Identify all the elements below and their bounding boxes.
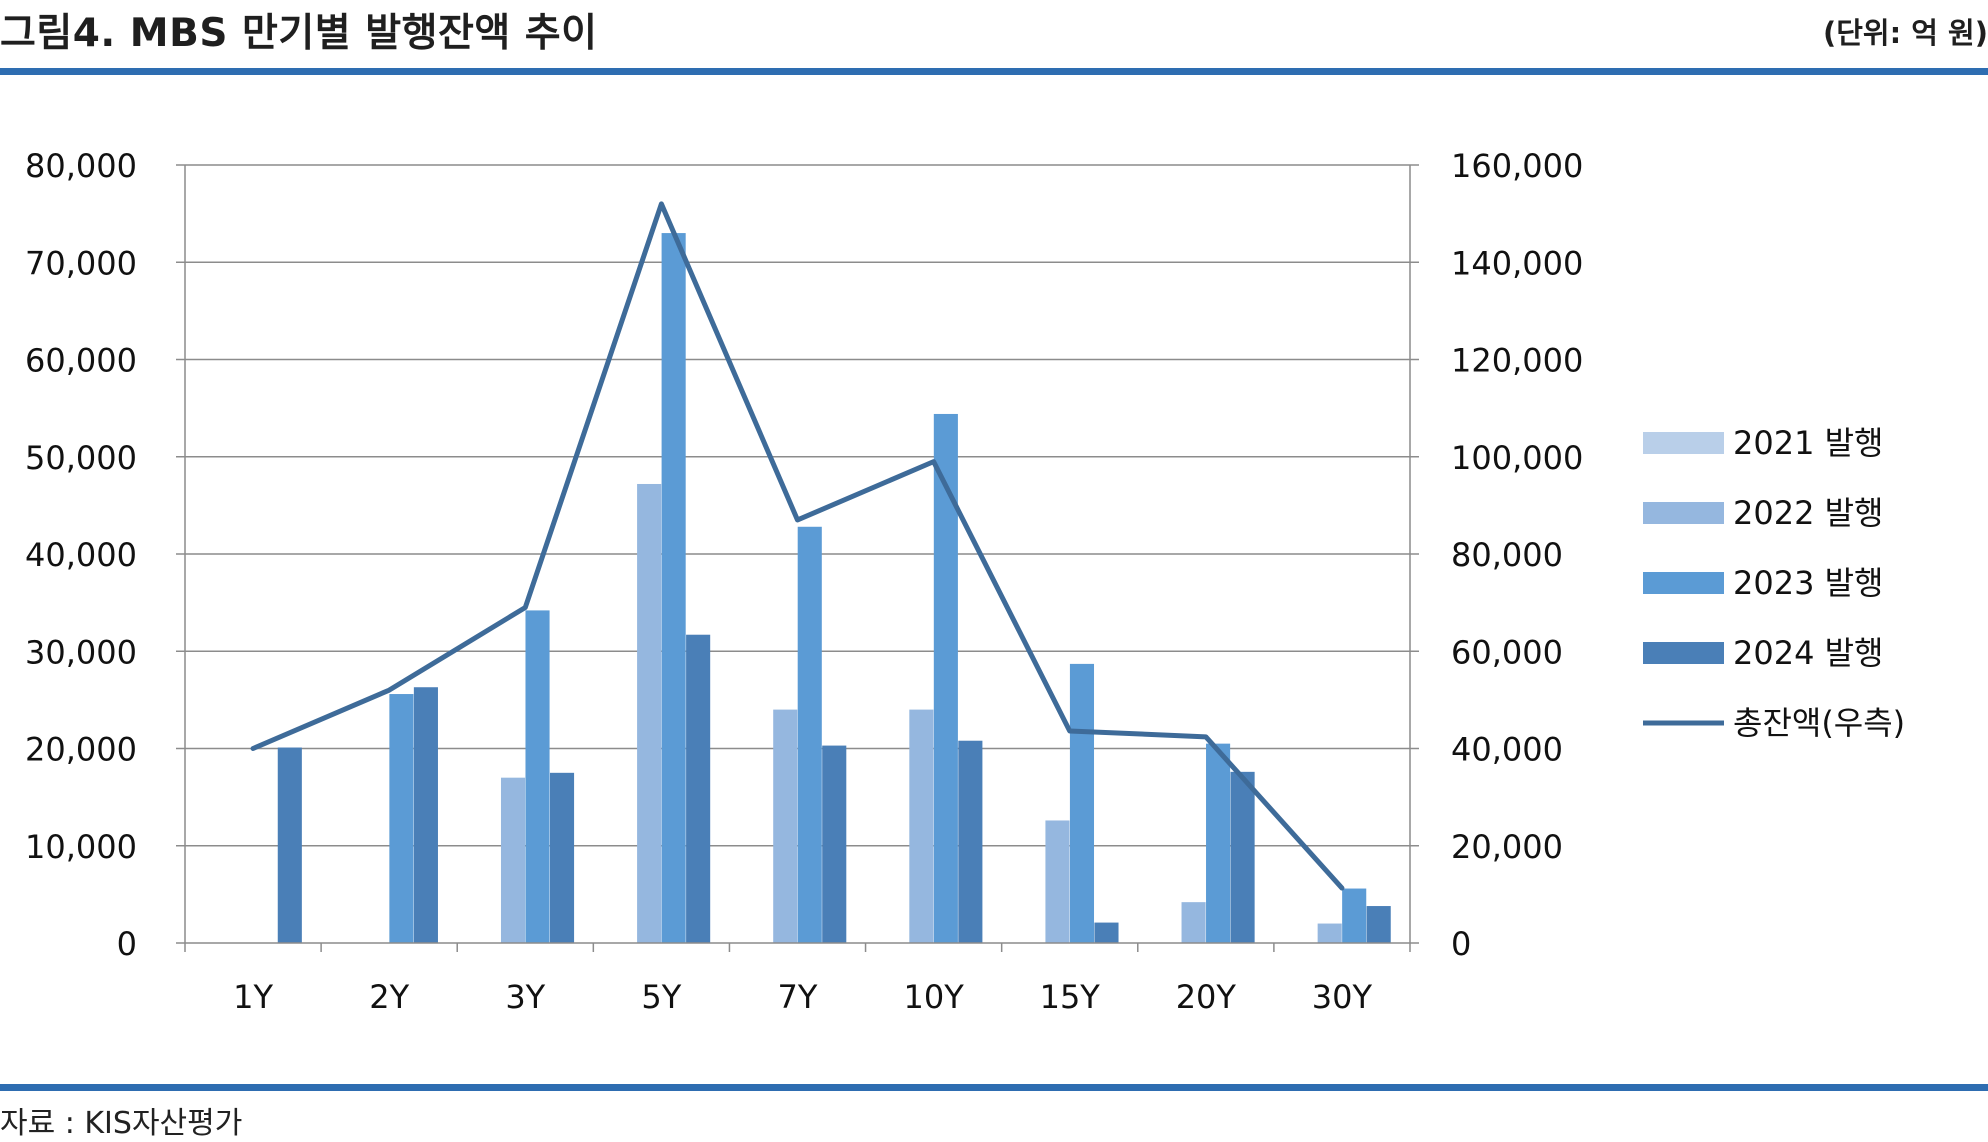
y-left-tick-label: 60,000 xyxy=(25,342,137,380)
y-left-tick-label: 80,000 xyxy=(25,147,137,185)
x-tick-label: 20Y xyxy=(1176,978,1237,1016)
legend-swatch xyxy=(1643,572,1724,594)
y-left-tick-label: 50,000 xyxy=(25,439,137,477)
y-right-tick-label: 20,000 xyxy=(1451,828,1563,866)
y-left-tick-label: 30,000 xyxy=(25,633,137,671)
x-tick-label: 10Y xyxy=(903,978,964,1016)
bar xyxy=(933,413,958,944)
bar xyxy=(661,233,686,943)
bar xyxy=(1094,922,1119,943)
x-tick-label: 2Y xyxy=(369,978,409,1016)
bars xyxy=(277,233,1391,944)
x-tick-label: 15Y xyxy=(1040,978,1101,1016)
x-tick-label: 3Y xyxy=(505,978,545,1016)
bar xyxy=(686,634,711,943)
y-right-tick-label: 160,000 xyxy=(1451,147,1583,185)
legend-swatch xyxy=(1643,502,1724,524)
legend-label: 2021 발행 xyxy=(1733,424,1884,462)
source-note: 자료 : KIS자산평가 xyxy=(0,1106,243,1141)
bar xyxy=(958,740,983,943)
legend-label: 2023 발행 xyxy=(1733,564,1884,602)
y-left-tick-label: 70,000 xyxy=(25,244,137,282)
axes: 0 10,000 20,000 30,000 40,000 50,000 60,000 70,… xyxy=(25,147,1583,1016)
bar xyxy=(637,483,662,943)
grid-lines xyxy=(185,164,1410,847)
bar xyxy=(277,747,302,943)
y-left-tick-label: 0 xyxy=(117,925,137,963)
bar xyxy=(413,687,438,943)
legend-label: 2024 발행 xyxy=(1733,634,1884,672)
bar xyxy=(389,694,414,943)
x-tick-label: 1Y xyxy=(233,978,273,1016)
y-right-tick-label: 140,000 xyxy=(1451,244,1583,282)
bar xyxy=(500,777,526,943)
bar xyxy=(773,709,798,943)
series-line-total xyxy=(250,201,1345,891)
legend-swatch xyxy=(1643,432,1724,454)
bar xyxy=(1206,743,1231,943)
bar xyxy=(1366,906,1391,943)
bar xyxy=(549,772,575,943)
unit-label: (단위: 억 원) xyxy=(1822,16,1988,50)
x-tick-label: 7Y xyxy=(778,978,818,1016)
top-rule xyxy=(0,68,1988,75)
y-left-tick-label: 10,000 xyxy=(25,828,137,866)
bar xyxy=(1181,902,1206,943)
y-right-tick-label: 120,000 xyxy=(1451,342,1583,380)
y-right-tick-label: 100,000 xyxy=(1451,439,1583,477)
bar xyxy=(822,745,847,943)
y-left-tick-label: 40,000 xyxy=(25,536,137,574)
bar xyxy=(1342,888,1367,943)
x-tick-label: 30Y xyxy=(1312,978,1373,1016)
total-line xyxy=(250,201,1345,891)
legend-label: 2022 발행 xyxy=(1733,494,1884,532)
bar xyxy=(1230,771,1255,943)
legend-swatch xyxy=(1643,642,1724,664)
bar xyxy=(1317,923,1342,943)
bar xyxy=(797,526,822,943)
legend-label: 총잔액(우측) xyxy=(1733,704,1905,742)
y-right-tick-label: 60,000 xyxy=(1451,633,1563,671)
bottom-rule xyxy=(0,1084,1988,1091)
y-right-tick-label: 0 xyxy=(1451,925,1471,963)
x-tick-label: 5Y xyxy=(641,978,681,1016)
bar xyxy=(1069,663,1095,943)
y-right-tick-label: 80,000 xyxy=(1451,536,1563,574)
y-left-tick-label: 20,000 xyxy=(25,731,137,769)
bar xyxy=(1045,820,1070,943)
bar xyxy=(909,709,934,943)
figure-title: 그림4. MBS 만기별 발행잔액 추이 xyxy=(0,11,598,56)
y-right-tick-label: 40,000 xyxy=(1451,731,1563,769)
bar xyxy=(525,610,550,943)
